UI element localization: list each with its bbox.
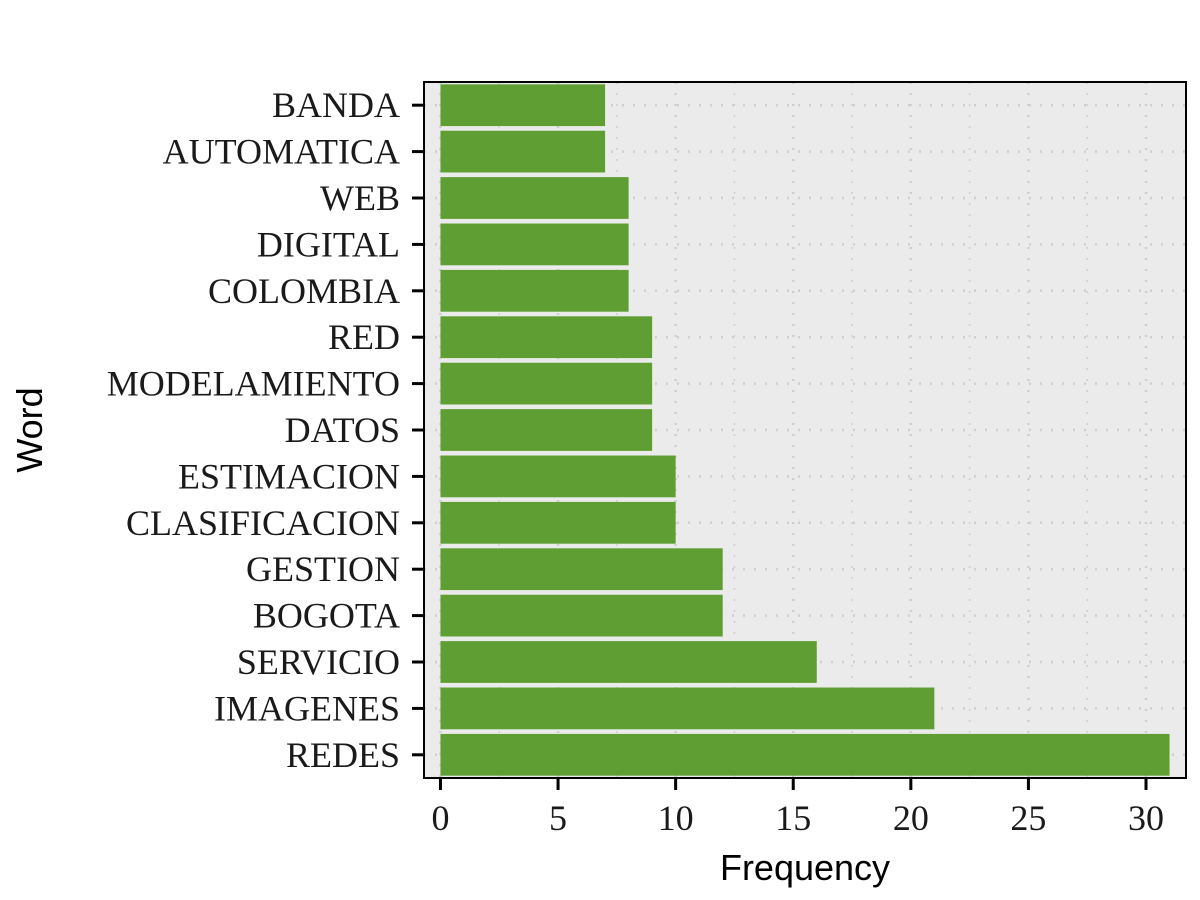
bar bbox=[440, 594, 723, 637]
x-tick-label: 20 bbox=[893, 798, 929, 838]
y-tick-label: DIGITAL bbox=[257, 224, 400, 264]
bar bbox=[440, 733, 1170, 776]
bar bbox=[440, 177, 629, 219]
y-tick-label: SERVICIO bbox=[237, 642, 400, 682]
bar bbox=[440, 223, 629, 266]
bar bbox=[440, 409, 653, 451]
bar bbox=[440, 548, 723, 591]
x-tick-label: 15 bbox=[775, 798, 811, 838]
y-tick-label: IMAGENES bbox=[214, 688, 400, 728]
bar bbox=[440, 316, 653, 359]
y-tick-label: ESTIMACION bbox=[178, 456, 400, 496]
x-tick-label: 0 bbox=[431, 798, 449, 838]
bar bbox=[440, 130, 606, 173]
y-tick-label: DATOS bbox=[285, 410, 400, 450]
y-tick-label: RED bbox=[328, 317, 400, 357]
y-tick-label: CLASIFICACION bbox=[126, 503, 400, 543]
y-tick-label: REDES bbox=[286, 735, 400, 775]
x-axis: 0 5 10 15 20 25 30 bbox=[431, 778, 1164, 838]
bar bbox=[440, 84, 606, 127]
x-tick-label: 30 bbox=[1128, 798, 1164, 838]
bar bbox=[440, 687, 935, 730]
bar bbox=[440, 501, 676, 544]
x-axis-title: Frequency bbox=[720, 847, 890, 888]
y-tick-label: MODELAMIENTO bbox=[107, 364, 400, 404]
y-tick-label: GESTION bbox=[246, 549, 400, 589]
x-tick-label: 25 bbox=[1010, 798, 1046, 838]
x-tick-label: 5 bbox=[549, 798, 567, 838]
y-axis: REDES IMAGENES SERVICIO BOGOTA GESTION CLASIF… bbox=[107, 85, 424, 775]
y-axis-title: Word bbox=[9, 387, 50, 472]
y-tick-label: AUTOMATICA bbox=[163, 132, 400, 172]
y-tick-label: BANDA bbox=[272, 85, 400, 125]
bar bbox=[440, 641, 817, 683]
bars bbox=[440, 84, 1170, 776]
y-tick-label: COLOMBIA bbox=[208, 271, 400, 311]
bar bbox=[440, 269, 629, 312]
y-tick-label: BOGOTA bbox=[253, 596, 400, 636]
y-tick-label: WEB bbox=[320, 178, 400, 218]
bar bbox=[440, 455, 676, 498]
x-tick-label: 10 bbox=[658, 798, 694, 838]
bar bbox=[440, 362, 653, 405]
